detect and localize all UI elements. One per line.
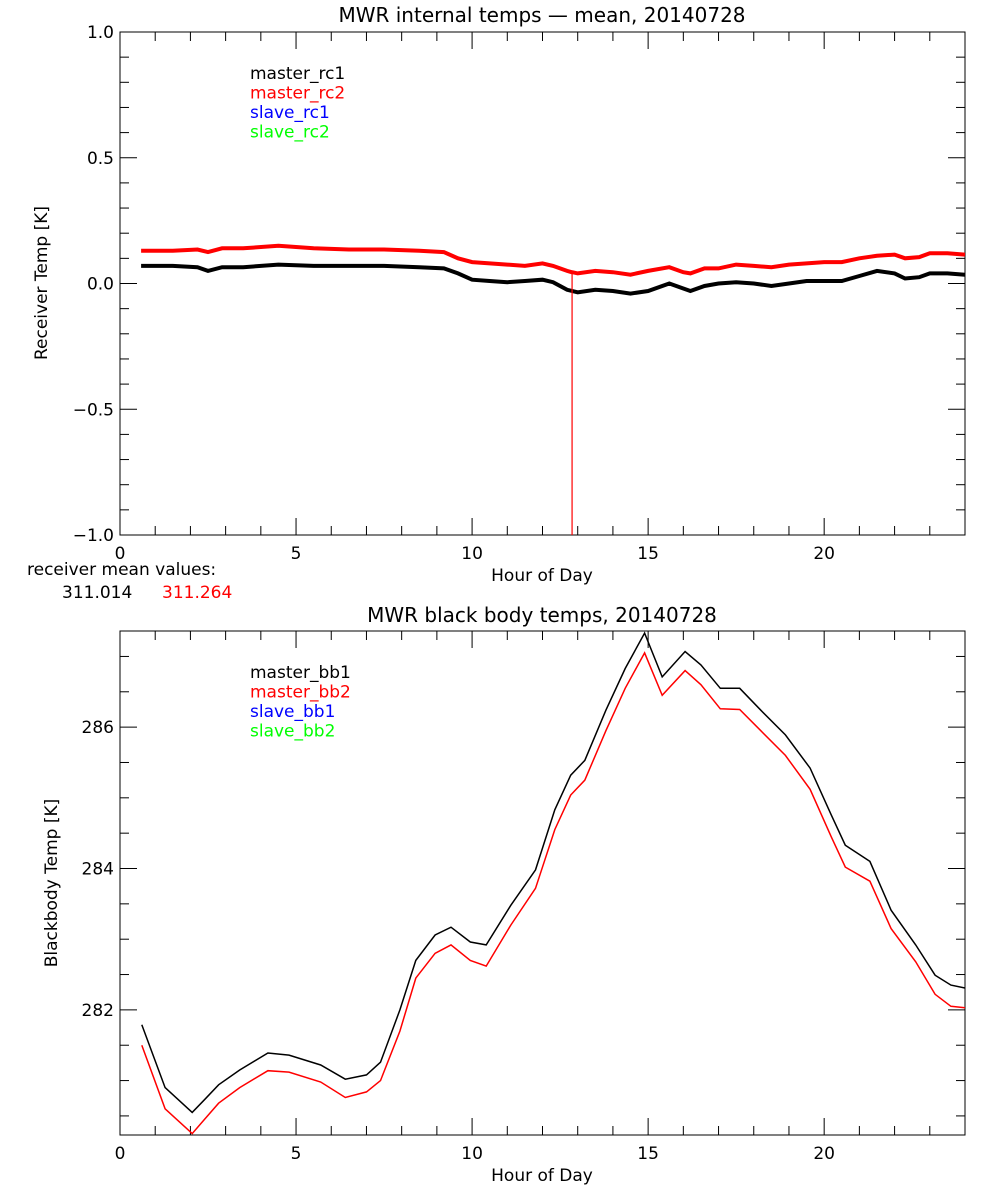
receiver-mean-value-2: 311.264 (162, 583, 232, 603)
series-line-master_rc1 (141, 262, 965, 296)
legend-entry: master_bb2 (250, 683, 351, 703)
legend-entry: slave_bb2 (250, 722, 335, 742)
series-line-master_bb2 (141, 651, 965, 1135)
receiver-mean-label: receiver mean values: (27, 560, 216, 580)
y-tick-label: 282 (82, 1001, 114, 1021)
y-tick-label: −0.5 (73, 400, 114, 420)
x-tick-label: 20 (813, 544, 835, 564)
x-tick-label: 10 (461, 544, 483, 564)
plot-frame (119, 31, 966, 536)
x-tick-label: 0 (115, 1144, 126, 1164)
y-tick-label: 0.5 (87, 149, 114, 169)
y-tick-label: 0.0 (87, 275, 114, 295)
legend-entry: master_rc2 (250, 84, 345, 104)
x-tick-label: 15 (637, 544, 659, 564)
blackbody-temp-plot: MWR black body temps, 20140728 Hour of D… (42, 603, 966, 1186)
plot-frame (119, 630, 966, 1136)
chart-title: MWR internal temps — mean, 20140728 (338, 3, 745, 27)
x-tick-label: 0 (115, 544, 126, 564)
x-tick-label: 20 (813, 1144, 835, 1164)
x-axis-label: Hour of Day (491, 566, 593, 586)
receiver-mean-value-1: 311.014 (62, 583, 132, 603)
x-axis-label: Hour of Day (491, 1166, 593, 1186)
legend-entry: master_bb1 (250, 663, 351, 683)
series-line-master_rc2 (141, 243, 965, 277)
chart-title: MWR black body temps, 20140728 (367, 603, 717, 627)
legend-entry: slave_rc2 (250, 123, 330, 143)
receiver-temp-plot: MWR internal temps — mean, 20140728 Hour… (32, 3, 966, 586)
y-tick-label: 284 (82, 860, 114, 880)
legend-entry: slave_bb1 (250, 702, 335, 722)
y-axis-label: Receiver Temp [K] (32, 206, 52, 360)
y-tick-label: 286 (82, 718, 114, 738)
y-axis-label: Blackbody Temp [K] (42, 799, 62, 968)
series-line-master_bb1 (141, 631, 965, 1114)
legend-entry: master_rc1 (250, 64, 345, 84)
legend-entry: slave_rc1 (250, 103, 330, 123)
y-tick-label: −1.0 (73, 526, 114, 546)
x-tick-label: 5 (291, 1144, 302, 1164)
y-tick-label: 1.0 (87, 23, 114, 43)
x-tick-label: 10 (461, 1144, 483, 1164)
x-tick-label: 5 (291, 544, 302, 564)
x-tick-label: 15 (637, 1144, 659, 1164)
